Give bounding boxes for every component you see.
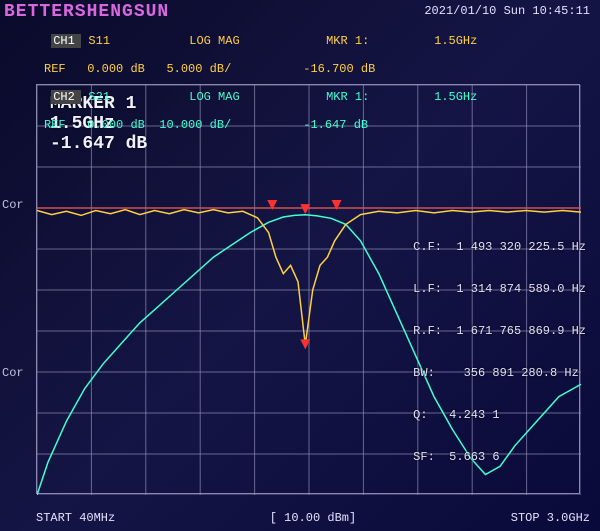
ch2-line1: CH2 S21 LOG MAG MKR 1: 1.5GHz bbox=[8, 76, 592, 118]
stat-bw: BW: 356 891 280.8 Hz bbox=[413, 366, 586, 380]
bandwidth-stats: C.F: 1 493 320 225.5 Hz L.F: 1 314 874 5… bbox=[413, 212, 586, 492]
stop-freq: STOP 3.0GHz bbox=[511, 511, 590, 525]
stat-rf: R.F: 1 671 765 869.9 Hz bbox=[413, 324, 586, 338]
header-block: CH1 S11 LOG MAG MKR 1: 1.5GHz REF 0.000 … bbox=[0, 20, 600, 132]
cor-label-1: Cor bbox=[2, 198, 24, 212]
ch2-div: 10.000 dB/ bbox=[159, 118, 231, 132]
ch2-ref-val: 0.000 dB bbox=[87, 118, 145, 132]
ch2-ref-lbl: REF bbox=[44, 118, 66, 132]
ch2-line2: REF 0.000 dB 10.000 dB/ -1.647 dB bbox=[8, 118, 592, 132]
stat-q: Q: 4.243 1 bbox=[413, 408, 586, 422]
stat-sf: SF: 5.663 6 bbox=[413, 450, 586, 464]
ch1-ref-val: 0.000 dB bbox=[87, 62, 145, 76]
marker-val: -1.647 dB bbox=[50, 134, 147, 154]
ch2-mkr-label: MKR 1: bbox=[326, 90, 369, 104]
ch2-param: S21 bbox=[88, 90, 110, 104]
ch2-fmt: LOG MAG bbox=[189, 90, 239, 104]
ch1-line2: REF 0.000 dB 5.000 dB/ -16.700 dB bbox=[8, 62, 592, 76]
stat-lf: L.F: 1 314 874 589.0 Hz bbox=[413, 282, 586, 296]
analyzer-screen: BETTERSHENGSUN 2021/01/10 Sun 10:45:11 C… bbox=[0, 0, 600, 531]
x-axis-footer: START 40MHz [ 10.00 dBm] STOP 3.0GHz bbox=[36, 511, 590, 525]
ch1-mkr-val: 1.5GHz bbox=[434, 34, 477, 48]
ch2-mkr-val: 1.5GHz bbox=[434, 90, 477, 104]
ch1-mkr-label: MKR 1: bbox=[326, 34, 369, 48]
start-freq: START 40MHz bbox=[36, 511, 115, 525]
ch1-badge: CH1 bbox=[51, 34, 81, 48]
ch1-div: 5.000 dB/ bbox=[166, 62, 231, 76]
ch1-ref-lbl: REF bbox=[44, 62, 66, 76]
brand-watermark: BETTERSHENGSUN bbox=[4, 2, 169, 22]
ch1-param: S11 bbox=[88, 34, 110, 48]
ch2-badge: CH2 bbox=[51, 90, 81, 104]
ch1-fmt: LOG MAG bbox=[189, 34, 239, 48]
datetime-label: 2021/01/10 Sun 10:45:11 bbox=[424, 4, 590, 18]
stat-cf: C.F: 1 493 320 225.5 Hz bbox=[413, 240, 586, 254]
ch1-mkr-db: -16.700 dB bbox=[303, 62, 375, 76]
ch2-mkr-db: -1.647 dB bbox=[303, 118, 368, 132]
source-power: [ 10.00 dBm] bbox=[270, 511, 356, 525]
cor-label-2: Cor bbox=[2, 366, 24, 380]
ch1-line1: CH1 S11 LOG MAG MKR 1: 1.5GHz bbox=[8, 20, 592, 62]
